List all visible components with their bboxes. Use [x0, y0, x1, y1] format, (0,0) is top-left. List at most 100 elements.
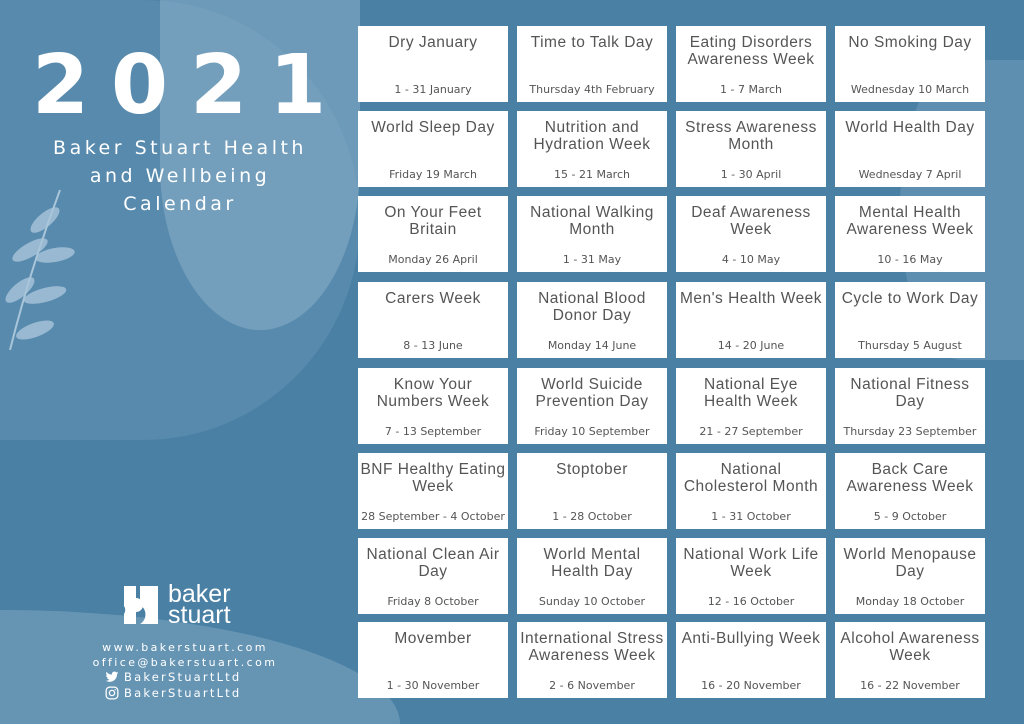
event-card: Cycle to Work Day Thursday 5 August — [835, 282, 985, 358]
event-title: No Smoking Day — [848, 34, 972, 51]
event-card: National Walking Month 1 - 31 May — [517, 196, 667, 272]
instagram-text: BakerStuartLtd — [124, 686, 242, 700]
event-date: 21 - 27 September — [699, 425, 803, 438]
event-card: Stress Awareness Month 1 - 30 April — [676, 111, 826, 187]
event-card: Dry January 1 - 31 January — [358, 26, 508, 102]
event-card: Carers Week 8 - 13 June — [358, 282, 508, 358]
event-date: Friday 8 October — [387, 595, 479, 608]
event-date: Thursday 23 September — [843, 425, 977, 438]
event-card: National Clean Air Day Friday 8 October — [358, 538, 508, 614]
logo-mark-icon — [124, 586, 158, 624]
event-date: Monday 26 April — [388, 253, 478, 266]
event-date: 1 - 28 October — [552, 510, 632, 523]
event-card: Movember 1 - 30 November — [358, 622, 508, 698]
event-title: International Stress Awareness Week — [520, 630, 664, 664]
event-date: 5 - 9 October — [873, 510, 947, 523]
event-title: Stoptober — [556, 461, 628, 478]
event-title: Dry January — [388, 34, 478, 51]
event-title: Nutrition and Hydration Week — [533, 119, 651, 153]
logo-text: baker — [168, 580, 231, 608]
event-title: World Menopause Day — [843, 546, 977, 580]
event-card: Nutrition and Hydration Week 15 - 21 Marc… — [517, 111, 667, 187]
event-date: 1 - 7 March — [720, 83, 782, 96]
event-title: Deaf Awareness Week — [691, 204, 811, 238]
event-date: 1 - 31 May — [562, 253, 622, 266]
twitter-handle[interactable]: BakerStuartLtd — [105, 670, 241, 684]
event-card: National Eye Health Week 21 - 27 Septembe… — [676, 368, 826, 444]
email-link[interactable]: office@bakerstuart.com — [92, 656, 278, 669]
event-card: Eating Disorders Awareness Week 1 - 7 Mar… — [676, 26, 826, 102]
event-card: Men's Health Week 14 - 20 June — [676, 282, 826, 358]
event-title: Anti-Bullying Week — [681, 630, 821, 647]
event-card: International Stress Awareness Week 2 - 6… — [517, 622, 667, 698]
event-card: BNF Healthy Eating Week 28 September - 4 … — [358, 453, 508, 529]
event-date: 1 - 31 January — [394, 83, 472, 96]
calendar-year: 2021 — [32, 38, 349, 133]
event-date: 12 - 16 October — [707, 595, 795, 608]
event-card: Deaf Awareness Week 4 - 10 May — [676, 196, 826, 272]
event-card: Alcohol Awareness Week 16 - 22 November — [835, 622, 985, 698]
event-date: 16 - 20 November — [701, 679, 801, 692]
subtitle-line: and Wellbeing — [89, 165, 271, 187]
event-card: World Mental Health Day Sunday 10 October — [517, 538, 667, 614]
event-title: Know Your Numbers Week — [376, 376, 490, 410]
event-date: 1 - 31 October — [711, 510, 791, 523]
event-title: Movember — [394, 630, 472, 647]
event-date: 8 - 13 June — [403, 339, 463, 352]
event-title: Eating Disorders Awareness Week — [687, 34, 815, 68]
event-date: 14 - 20 June — [717, 339, 785, 352]
event-title: World Suicide Prevention Day — [535, 376, 649, 410]
twitter-text: BakerStuartLtd — [124, 670, 242, 684]
event-title: National Work Life Week — [683, 546, 819, 580]
event-date: Friday 19 March — [389, 168, 477, 181]
event-card: National Cholesterol Month 1 - 31 October — [676, 453, 826, 529]
event-title: World Health Day — [845, 119, 975, 136]
subtitle-line: Baker Stuart Health — [53, 137, 307, 159]
event-title: Time to Talk Day — [530, 34, 654, 51]
event-card: Time to Talk Day Thursday 4th February — [517, 26, 667, 102]
baker-stuart-logo: baker stuart — [122, 580, 231, 628]
event-card: World Menopause Day Monday 18 October — [835, 538, 985, 614]
event-date: 1 - 30 April — [720, 168, 782, 181]
event-card: Stoptober 1 - 28 October — [517, 453, 667, 529]
event-title: Alcohol Awareness Week — [840, 630, 980, 664]
event-title: World Mental Health Day — [543, 546, 641, 580]
event-date: 7 - 13 September — [384, 425, 482, 438]
event-title: National Cholesterol Month — [683, 461, 819, 495]
event-title: National Eye Health Week — [704, 376, 798, 410]
event-card: National Blood Donor Day Monday 14 June — [517, 282, 667, 358]
event-card: Back Care Awareness Week 5 - 9 October — [835, 453, 985, 529]
event-card: Know Your Numbers Week 7 - 13 September — [358, 368, 508, 444]
event-card: National Work Life Week 12 - 16 October — [676, 538, 826, 614]
event-title: Mental Health Awareness Week — [846, 204, 974, 238]
event-card: No Smoking Day Wednesday 10 March — [835, 26, 985, 102]
event-card: World Health Day Wednesday 7 April — [835, 111, 985, 187]
event-date: Wednesday 10 March — [850, 83, 970, 96]
calendar-subtitle: Baker Stuart Health and Wellbeing Calend… — [30, 134, 330, 218]
event-card: National Fitness Day Thursday 23 Septembe… — [835, 368, 985, 444]
event-title: Stress Awareness Month — [685, 119, 817, 153]
event-card: World Suicide Prevention Day Friday 10 Se… — [517, 368, 667, 444]
event-title: National Blood Donor Day — [538, 290, 646, 324]
event-date: 16 - 22 November — [860, 679, 960, 692]
event-title: National Clean Air Day — [366, 546, 500, 580]
event-title: BNF Healthy Eating Week — [360, 461, 506, 495]
event-date: Monday 18 October — [855, 595, 965, 608]
event-title: Carers Week — [385, 290, 481, 307]
event-title: Men's Health Week — [679, 290, 823, 307]
event-title: National Fitness Day — [850, 376, 970, 410]
website-link[interactable]: www.bakerstuart.com — [102, 641, 268, 654]
event-date: 28 September - 4 October — [361, 510, 505, 523]
event-date: Thursday 5 August — [858, 339, 962, 352]
background-shape — [160, 0, 360, 330]
event-card: Anti-Bullying Week 16 - 20 November — [676, 622, 826, 698]
instagram-handle[interactable]: BakerStuartLtd — [105, 686, 241, 700]
event-date: 10 - 16 May — [877, 253, 943, 266]
event-card: On Your Feet Britain Monday 26 April — [358, 196, 508, 272]
event-date: 4 - 10 May — [721, 253, 781, 266]
instagram-icon — [105, 686, 119, 700]
event-title: Back Care Awareness Week — [846, 461, 974, 495]
event-date: Sunday 10 October — [538, 595, 646, 608]
event-title: National Walking Month — [530, 204, 654, 238]
event-date: 1 - 30 November — [386, 679, 480, 692]
